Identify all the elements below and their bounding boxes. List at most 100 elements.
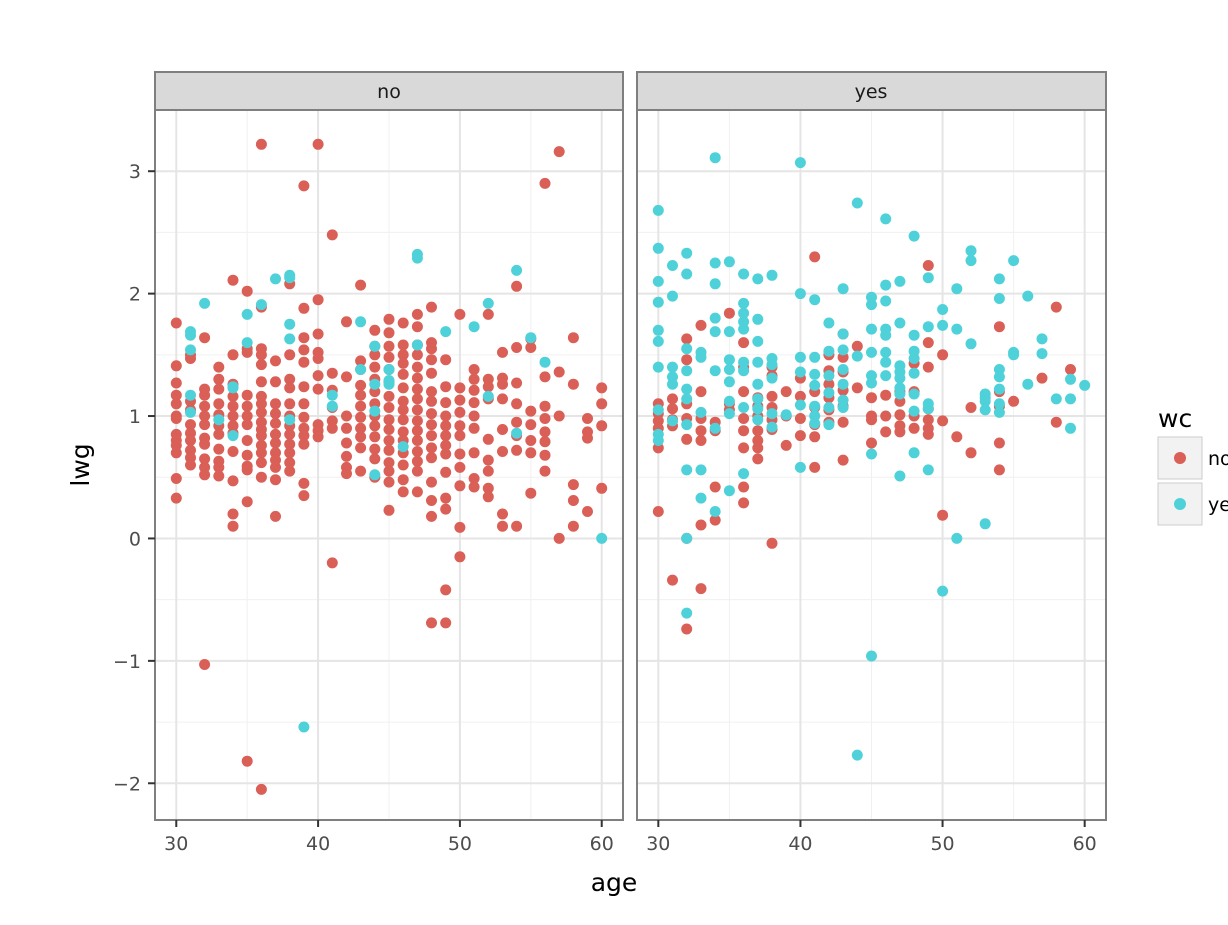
data-point-no <box>397 395 409 407</box>
data-point-yes <box>908 447 920 459</box>
data-point-no <box>298 356 310 368</box>
data-point-no <box>355 442 367 454</box>
data-point-no <box>851 382 863 394</box>
data-point-no <box>185 435 196 446</box>
data-point-yes <box>667 361 678 373</box>
data-point-no <box>255 447 267 459</box>
data-point-no <box>866 437 877 449</box>
data-point-no <box>213 398 225 410</box>
data-point-yes <box>866 299 877 311</box>
data-point-no <box>284 457 296 469</box>
data-point-no <box>383 476 395 488</box>
data-point-yes <box>1065 393 1076 405</box>
data-point-yes <box>937 585 949 597</box>
data-point-no <box>695 386 707 398</box>
data-point-yes <box>823 387 835 399</box>
data-point-yes <box>652 404 664 416</box>
data-point-no <box>525 487 537 499</box>
data-point-no <box>468 397 480 409</box>
data-point-no <box>341 422 352 434</box>
data-point-no <box>341 437 352 449</box>
data-point-no <box>482 482 494 494</box>
data-point-yes <box>752 313 764 325</box>
data-point-no <box>582 506 593 517</box>
data-point-yes <box>866 650 877 662</box>
data-point-no <box>539 426 551 438</box>
data-point-yes <box>979 404 991 416</box>
data-point-yes <box>723 395 735 407</box>
data-point-yes <box>709 257 721 269</box>
data-point-no <box>355 465 367 477</box>
data-point-no <box>993 321 1005 333</box>
data-point-no <box>411 446 423 457</box>
data-point-yes <box>652 435 664 446</box>
data-point-no <box>426 343 437 355</box>
data-point-yes <box>440 326 452 338</box>
y-tick-label: 3 <box>129 161 141 183</box>
data-point-yes <box>695 406 707 418</box>
data-point-yes <box>681 343 693 355</box>
data-point-no <box>780 439 792 451</box>
data-point-no <box>241 464 253 476</box>
data-point-yes <box>908 367 920 379</box>
data-point-yes <box>723 256 735 268</box>
data-point-no <box>426 495 437 506</box>
data-point-no <box>738 481 750 493</box>
data-point-no <box>383 457 395 469</box>
data-point-yes <box>241 337 253 349</box>
data-point-no <box>170 447 182 459</box>
data-point-yes <box>823 370 835 382</box>
data-point-no <box>383 327 395 339</box>
data-point-no <box>326 367 338 379</box>
data-point-no <box>426 442 437 454</box>
data-point-no <box>227 349 239 361</box>
data-point-no <box>185 353 196 364</box>
data-point-no <box>284 349 296 361</box>
data-point-yes <box>894 388 906 400</box>
data-point-yes <box>908 329 920 341</box>
data-point-no <box>397 459 409 471</box>
data-point-no <box>440 410 452 422</box>
data-point-yes <box>752 378 764 390</box>
data-point-yes <box>1079 379 1091 391</box>
data-point-no <box>185 419 196 431</box>
data-point-no <box>270 398 281 410</box>
data-point-no <box>866 392 877 404</box>
data-point-yes <box>539 356 551 368</box>
data-point-yes <box>667 378 678 390</box>
data-point-yes <box>383 378 395 390</box>
data-point-yes <box>241 308 253 320</box>
data-point-yes <box>738 365 750 377</box>
y-tick-label: −2 <box>113 773 141 795</box>
data-point-no <box>199 469 211 481</box>
data-point-yes <box>695 351 707 363</box>
data-point-yes <box>1008 255 1020 267</box>
data-point-yes <box>837 344 849 356</box>
data-point-yes <box>709 422 721 434</box>
data-point-no <box>255 349 267 361</box>
data-point-yes <box>652 361 664 373</box>
data-point-no <box>199 659 211 670</box>
data-point-no <box>411 393 423 405</box>
data-point-no <box>426 476 437 488</box>
data-point-no <box>284 428 296 440</box>
data-point-no <box>652 506 664 517</box>
data-point-no <box>312 294 324 306</box>
data-point-no <box>667 574 678 586</box>
data-point-yes <box>965 255 977 267</box>
data-point-yes <box>866 448 877 460</box>
data-point-yes <box>951 532 963 544</box>
data-point-no <box>596 482 608 494</box>
data-point-yes <box>369 340 381 352</box>
data-point-no <box>454 394 466 406</box>
data-point-yes <box>908 230 920 242</box>
data-point-yes <box>525 332 537 344</box>
data-point-yes <box>1022 378 1034 390</box>
data-point-no <box>582 432 593 444</box>
data-point-no <box>411 383 423 395</box>
data-point-no <box>213 443 225 455</box>
data-point-no <box>681 333 693 345</box>
x-tick-label: 60 <box>590 833 614 855</box>
data-point-no <box>369 443 381 455</box>
data-point-no <box>851 340 863 352</box>
